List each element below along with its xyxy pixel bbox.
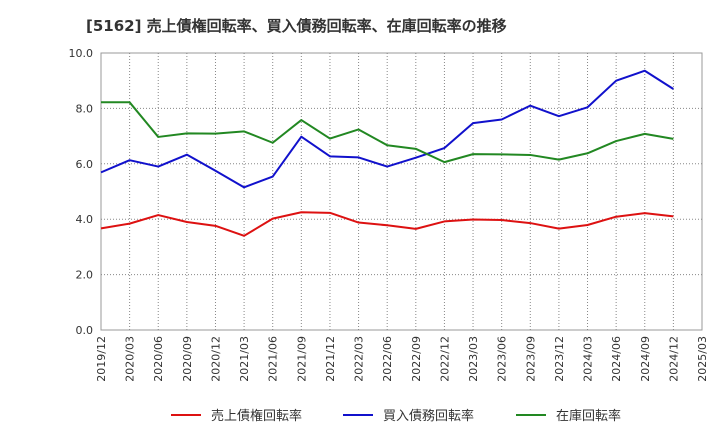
x-tick-label: 2021/03 xyxy=(238,336,251,382)
x-tick-label: 2023/12 xyxy=(553,336,566,382)
x-tick-label: 2021/12 xyxy=(324,336,337,382)
x-tick-label: 2020/09 xyxy=(181,336,194,382)
legend-label: 在庫回転率 xyxy=(556,408,621,424)
series-line-2 xyxy=(100,69,674,189)
x-axis: 2019/12 2020/03 2020/06 2020/09 2020/12 2021/… xyxy=(95,336,709,382)
legend-label: 売上債権回転率 xyxy=(211,408,302,424)
x-tick-label: 2023/09 xyxy=(524,336,537,382)
y-tick-label: 6.0 xyxy=(76,158,94,171)
x-tick-label: 2025/03 xyxy=(696,336,709,382)
series-line-3 xyxy=(101,101,674,164)
grid-lines xyxy=(101,53,702,330)
x-tick-label: 2022/09 xyxy=(410,336,423,382)
x-tick-label: 2022/12 xyxy=(438,336,451,382)
plot-area xyxy=(100,52,703,331)
y-axis: 0.0 2.0 4.0 6.0 8.0 10.0 xyxy=(69,47,94,337)
y-tick-label: 2.0 xyxy=(76,269,94,282)
x-tick-label: 2020/03 xyxy=(124,336,137,382)
legend-label: 買入債務回転率 xyxy=(383,408,474,424)
y-tick-label: 0.0 xyxy=(76,324,94,337)
x-tick-label: 2020/12 xyxy=(209,336,222,382)
x-tick-label: 2023/03 xyxy=(467,336,480,382)
y-tick-label: 8.0 xyxy=(76,102,94,115)
x-tick-label: 2021/06 xyxy=(267,336,280,382)
x-tick-label: 2022/03 xyxy=(353,336,366,382)
x-tick-label: 2024/12 xyxy=(667,336,680,382)
series-line-1 xyxy=(100,211,674,237)
x-tick-label: 2024/09 xyxy=(639,336,652,382)
y-tick-label: 10.0 xyxy=(69,47,94,60)
x-tick-label: 2021/09 xyxy=(295,336,308,382)
series-lines xyxy=(100,69,674,237)
x-tick-label: 2024/03 xyxy=(582,336,595,382)
legend: 売上債権回転率 買入債務回転率 在庫回転率 xyxy=(171,408,621,424)
chart-title: [5162] 売上債権回転率、買入債務回転率、在庫回転率の推移 xyxy=(86,17,507,35)
x-tick-label: 2023/06 xyxy=(496,336,509,382)
y-tick-label: 4.0 xyxy=(76,213,94,226)
x-tick-label: 2019/12 xyxy=(95,336,108,382)
x-tick-label: 2022/06 xyxy=(381,336,394,382)
x-tick-label: 2024/06 xyxy=(610,336,623,382)
x-tick-label: 2020/06 xyxy=(152,336,165,382)
